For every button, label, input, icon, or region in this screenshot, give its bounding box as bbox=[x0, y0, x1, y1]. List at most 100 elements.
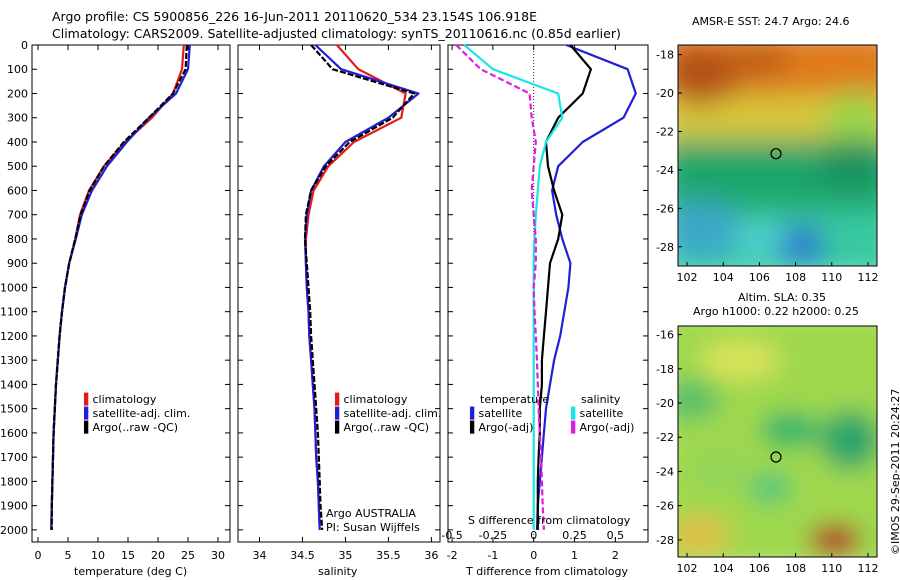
series-line-climatology bbox=[50, 44, 185, 530]
depth-tick-label: 1400 bbox=[0, 378, 28, 391]
sst-map-panel: 102 104 106 108 110 112 -18 -20 -22 -24 -26 -28 bbox=[656, 44, 878, 284]
map-lat-label: -22 bbox=[656, 431, 674, 444]
depth-tick-label: 300 bbox=[7, 112, 28, 125]
sal-legend-satellite: ▌satellite-adj. clim. bbox=[335, 407, 442, 420]
top-x-tick-label: 0 bbox=[530, 529, 537, 542]
sst-map-title: AMSR-E SST: 24.7 Argo: 24.6 bbox=[692, 15, 850, 28]
map-lon-label: 110 bbox=[821, 271, 842, 284]
series-line-climatology bbox=[304, 44, 407, 530]
x-tick-label: 36 bbox=[424, 549, 438, 562]
depth-tick-label: 1300 bbox=[0, 354, 28, 367]
diff-legend-sal-satellite: ▌satellite bbox=[571, 407, 624, 420]
depth-tick-label: 900 bbox=[7, 257, 28, 270]
temperature-profile-panel: 0 5 10 15 20 25 300100200300400500600700800900… bbox=[0, 39, 231, 562]
sla-map-title-line1: Altim. SLA: 0.35 bbox=[738, 291, 827, 304]
map-lat-label: -18 bbox=[656, 363, 674, 376]
map-lat-label: -20 bbox=[656, 87, 674, 100]
depth-tick-label: 1900 bbox=[0, 500, 28, 513]
map-lon-label: 104 bbox=[713, 271, 734, 284]
x-tick-label: 30 bbox=[211, 549, 225, 562]
x-tick-label: 0 bbox=[530, 549, 537, 562]
series-line-argo-adj- bbox=[455, 44, 545, 530]
map-lat-label: -18 bbox=[656, 49, 674, 62]
temp-legend-climatology: ▌climatology bbox=[84, 393, 157, 406]
map-lat-label: -26 bbox=[656, 202, 674, 215]
series-line-argo-raw-qc- bbox=[50, 44, 188, 530]
argo-position-marker bbox=[770, 451, 782, 463]
imos-credit: ©IMOS 29-Sep-2011 20:24:27 bbox=[889, 388, 900, 555]
depth-tick-label: 400 bbox=[7, 136, 28, 149]
map-lat-label: -16 bbox=[656, 329, 674, 342]
difference-profile-panel: -2 -1 0 1 2 -0.5 -0.25 0 0.25 0.5 bbox=[441, 43, 649, 562]
x-tick-label: 5 bbox=[65, 549, 72, 562]
x-tick-label: 20 bbox=[151, 549, 165, 562]
sal-legend-argo: ▌Argo(..raw -QC) bbox=[335, 421, 430, 434]
top-x-tick-label: -0.5 bbox=[441, 529, 462, 542]
depth-tick-label: 2000 bbox=[0, 524, 28, 537]
depth-tick-label: 0 bbox=[21, 39, 28, 52]
top-x-tick-label: 0.25 bbox=[562, 529, 587, 542]
depth-tick-label: 600 bbox=[7, 184, 28, 197]
difference-series-group bbox=[455, 43, 637, 530]
series-line-satellite bbox=[535, 43, 637, 530]
x-tick-label: -2 bbox=[447, 549, 458, 562]
depth-tick-label: 100 bbox=[7, 63, 28, 76]
climatology-subtitle: Climatology: CARS2009. Satellite-adjuste… bbox=[52, 26, 621, 41]
map-lat-label: -28 bbox=[656, 534, 674, 547]
depth-tick-label: 200 bbox=[7, 87, 28, 100]
sst-field bbox=[678, 45, 877, 266]
sla-map-panel: 102 104 106 108 110 112 -16 -18 -20 -22 -24 -26 -28 bbox=[656, 325, 878, 575]
salinity-xlabel: salinity bbox=[318, 565, 358, 578]
depth-tick-label: 800 bbox=[7, 233, 28, 246]
series-line-argo-adj- bbox=[536, 44, 593, 530]
depth-tick-label: 1200 bbox=[0, 330, 28, 343]
sal-legend-climatology: ▌climatology bbox=[335, 393, 408, 406]
map-lon-label: 106 bbox=[749, 271, 770, 284]
depth-tick-label: 1100 bbox=[0, 306, 28, 319]
x-tick-label: -1 bbox=[487, 549, 498, 562]
x-tick-label: 10 bbox=[91, 549, 105, 562]
argo-pi-label: PI: Susan Wijffels bbox=[326, 521, 420, 534]
depth-tick-label: 700 bbox=[7, 209, 28, 222]
map-lon-label: 102 bbox=[677, 562, 698, 575]
map-lon-label: 104 bbox=[713, 562, 734, 575]
temp-legend-satellite: ▌satellite-adj. clim. bbox=[84, 407, 191, 420]
x-tick-label: 35.5 bbox=[376, 549, 401, 562]
diff-legend-temp-argo: ▌Argo(-adj) bbox=[470, 421, 534, 434]
top-x-tick-label: 0.5 bbox=[607, 529, 625, 542]
diff-legend-temp-satellite: ▌satellite bbox=[470, 407, 523, 420]
x-tick-label: 15 bbox=[121, 549, 135, 562]
map-lat-label: -22 bbox=[656, 125, 674, 138]
x-tick-label: 2 bbox=[612, 549, 619, 562]
map-lon-label: 108 bbox=[785, 562, 806, 575]
x-tick-label: 35 bbox=[338, 549, 352, 562]
depth-tick-label: 1500 bbox=[0, 403, 28, 416]
map-lon-label: 112 bbox=[857, 562, 878, 575]
profile-title: Argo profile: CS 5900856_226 16-Jun-2011… bbox=[52, 9, 537, 24]
diff-legend-sal-argo: ▌Argo(-adj) bbox=[571, 421, 635, 434]
x-tick-label: 1 bbox=[571, 549, 578, 562]
temperature-series-group bbox=[50, 44, 191, 530]
map-lat-label: -24 bbox=[656, 465, 674, 478]
sla-map-title-line2: Argo h1000: 0.22 h2000: 0.25 bbox=[693, 305, 859, 318]
depth-tick-label: 1600 bbox=[0, 427, 28, 440]
series-line-argo-raw-qc- bbox=[303, 44, 416, 530]
salinity-profile-panel: 34 34.5 35 35.5 36 bbox=[237, 44, 441, 562]
x-tick-label: 25 bbox=[181, 549, 195, 562]
salinity-series-group bbox=[303, 44, 420, 530]
temp-legend-argo: ▌Argo(..raw -QC) bbox=[84, 421, 179, 434]
x-tick-label: 0 bbox=[35, 549, 42, 562]
map-lat-label: -24 bbox=[656, 164, 674, 177]
map-lat-label: -20 bbox=[656, 397, 674, 410]
depth-tick-label: 500 bbox=[7, 160, 28, 173]
depth-tick-label: 1700 bbox=[0, 451, 28, 464]
map-lon-label: 102 bbox=[677, 271, 698, 284]
map-lon-label: 112 bbox=[857, 271, 878, 284]
x-tick-label: 34.5 bbox=[290, 549, 315, 562]
map-lat-label: -28 bbox=[656, 241, 674, 254]
x-tick-label: 34 bbox=[252, 549, 266, 562]
temperature-xlabel: temperature (deg C) bbox=[74, 565, 188, 578]
series-line-satellite-adj-clim- bbox=[50, 44, 191, 530]
diff-legend-salinity-title: salinity bbox=[581, 393, 621, 406]
